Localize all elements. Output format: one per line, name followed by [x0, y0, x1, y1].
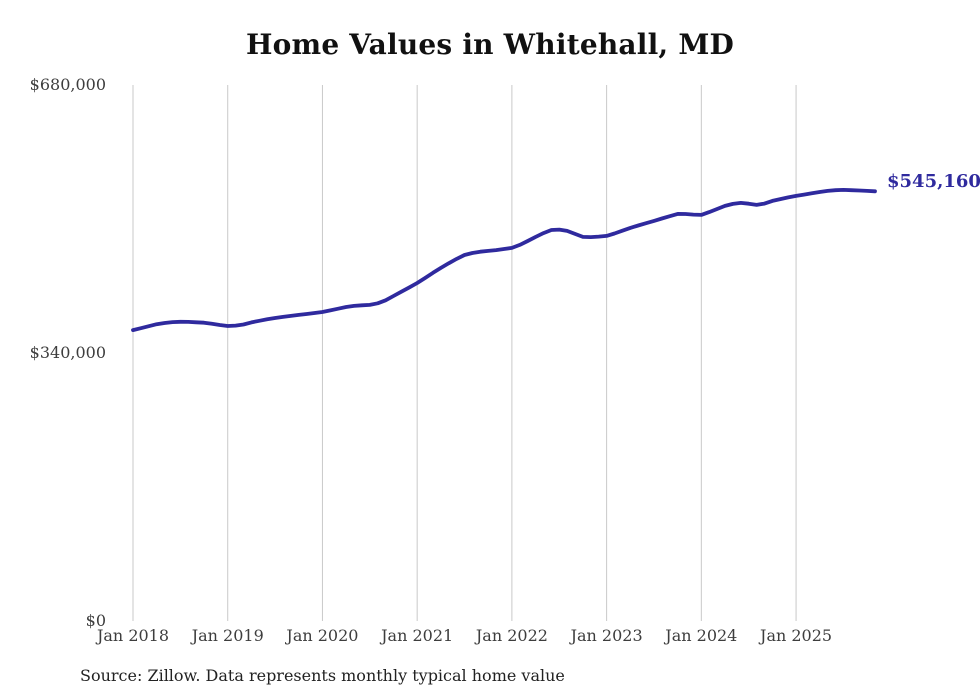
x-axis-tick-label: Jan 2019: [191, 626, 264, 645]
end-value-label: $545,160: [887, 171, 980, 192]
x-axis-tick-label: Jan 2021: [381, 626, 454, 645]
y-axis-tick-label: $0: [85, 611, 106, 630]
x-axis-tick-label: Jan 2020: [286, 626, 359, 645]
x-axis-tick-label: Jan 2025: [760, 626, 833, 645]
gridlines-group: [132, 85, 797, 621]
x-axis-tick-label: Jan 2022: [475, 626, 548, 645]
home-value-line: [131, 187, 877, 333]
y-axis-tick-label: $340,000: [29, 343, 106, 362]
chart-title: Home Values in Whitehall, MD: [245, 28, 734, 61]
y-axis-tick-label: $680,000: [29, 75, 106, 94]
x-axis-tick-label: Jan 2018: [96, 626, 170, 645]
source-note: Source: Zillow. Data represents monthly …: [80, 666, 565, 685]
x-axis-tick-label: Jan 2023: [570, 626, 643, 645]
x-axis-tick-label: Jan 2024: [665, 626, 738, 645]
